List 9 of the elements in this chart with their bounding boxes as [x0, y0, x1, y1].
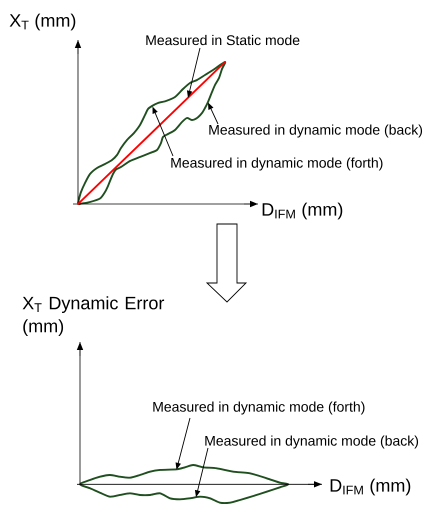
x-axis-title: D$_{IFM}$ (mm)	[262, 202, 342, 220]
annotation: Measured in dynamic mode (forth)	[171, 157, 382, 171]
text: Measured in Static mode	[146, 34, 300, 46]
text: D$_{IFM}$ (mm)	[330, 478, 410, 496]
text: X$_{T}$ Dynamic Error (mm)	[22, 296, 164, 336]
y-axis-title: X$_{T}$ (mm)	[10, 14, 76, 30]
annotation: Measured in dynamic mode (back)	[209, 124, 422, 138]
text: Measured in dynamic mode (forth)	[153, 401, 364, 415]
text: Measured in dynamic mode (back)	[205, 435, 418, 449]
